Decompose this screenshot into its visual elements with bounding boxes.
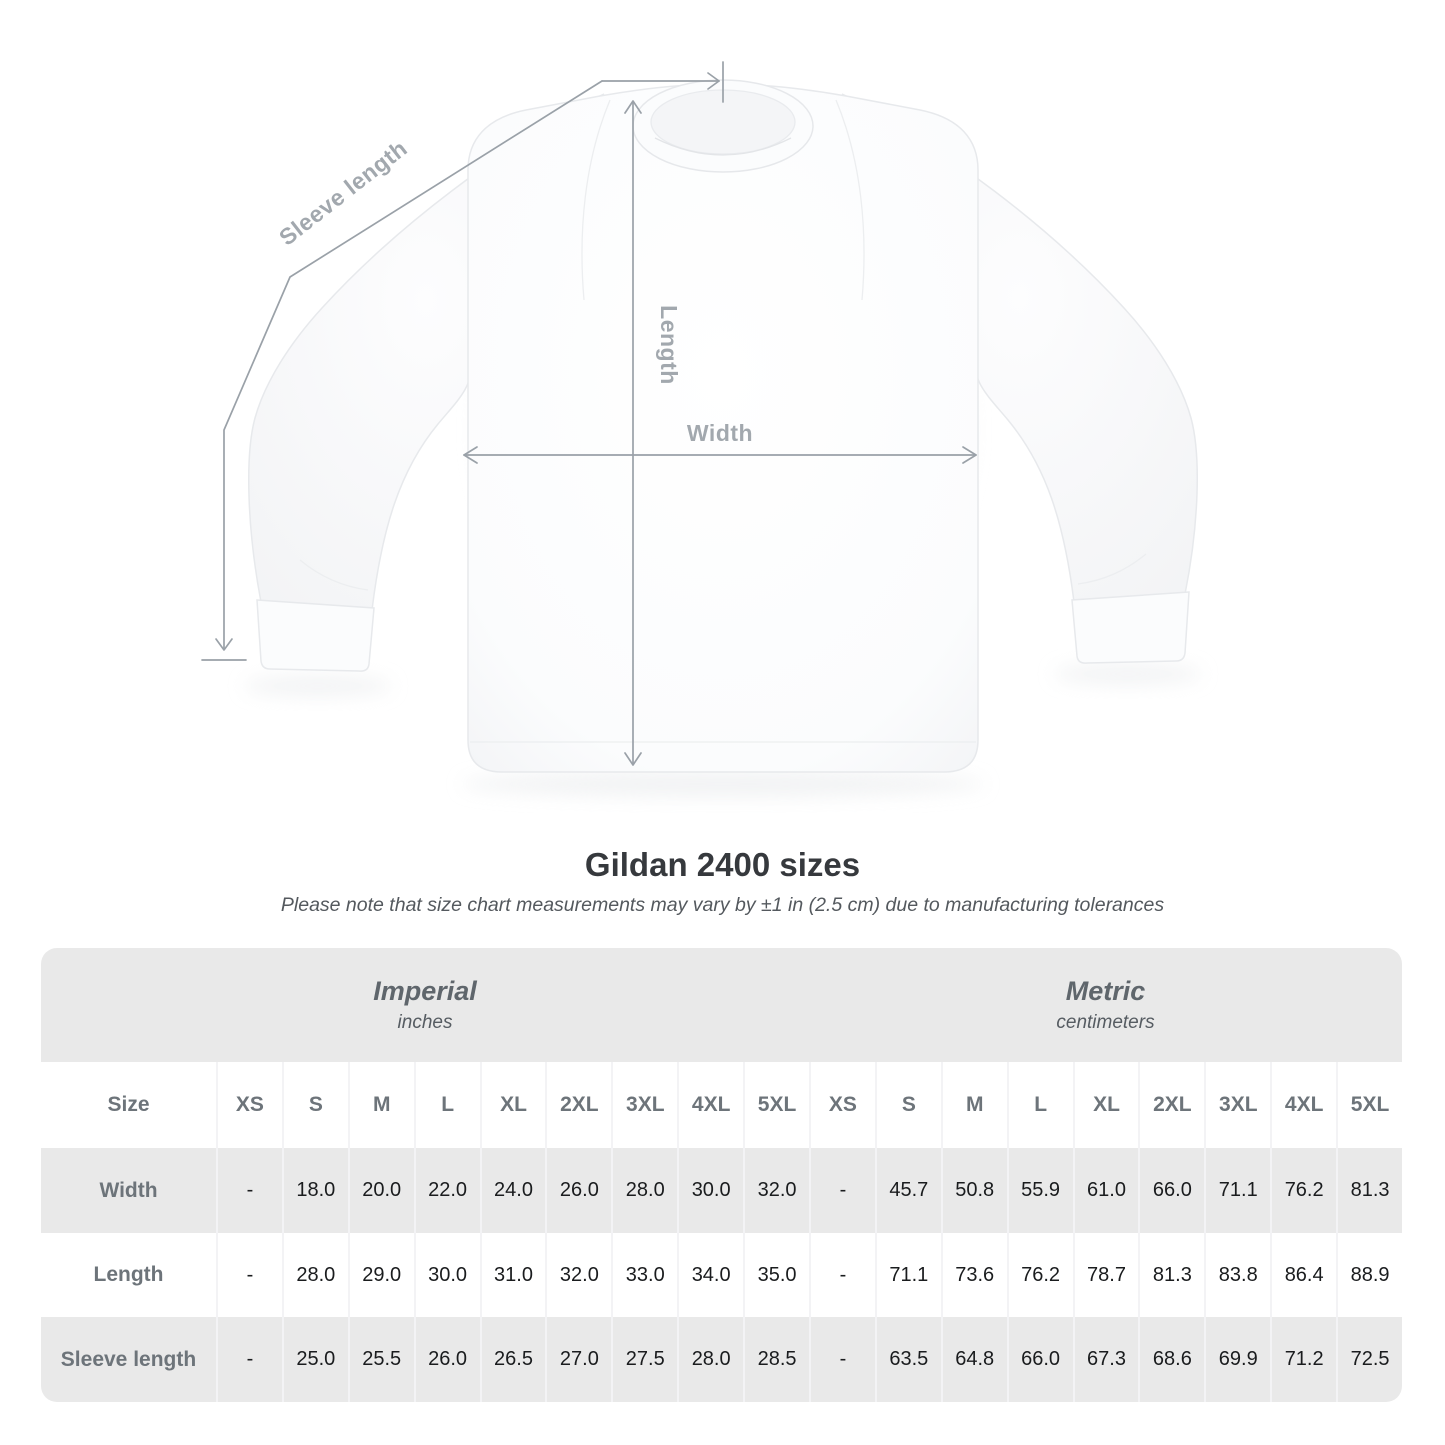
page-title: Gildan 2400 sizes <box>584 846 861 883</box>
size-header-cell: 4XL <box>1270 1062 1336 1148</box>
size-header-cell: M <box>940 1062 1007 1148</box>
value-cell: 26.5 <box>479 1317 546 1402</box>
row-label-length: Length <box>93 1263 164 1286</box>
value-cell: - <box>216 1317 282 1402</box>
value-cell: 71.1 <box>1204 1148 1271 1233</box>
value-cell: - <box>216 1233 282 1317</box>
size-header-cell: 3XL <box>1204 1062 1270 1148</box>
value-cell: 66.0 <box>1138 1148 1205 1233</box>
value-cell: 78.7 <box>1072 1233 1139 1317</box>
size-header-cell: 3XL <box>611 1062 677 1148</box>
metric-header: Metric <box>1065 976 1146 1006</box>
value-cell: 64.8 <box>940 1317 1007 1402</box>
size-header-cell: S <box>281 1062 348 1148</box>
size-header-cell: 4XL <box>677 1062 743 1148</box>
width-label: Width <box>687 420 753 446</box>
value-cell: 66.0 <box>1006 1317 1073 1402</box>
row-label-sleeve-length: Sleeve length <box>41 1317 216 1402</box>
value-cell: 26.0 <box>413 1317 480 1402</box>
size-header-cell: XL <box>1072 1062 1139 1148</box>
measurement-arrows <box>201 61 977 766</box>
value-cell: 18.0 <box>281 1148 348 1233</box>
value-cell: 20.0 <box>347 1148 414 1233</box>
sleeve-length-label: Sleeve length <box>274 135 412 251</box>
size-header-cell: 2XL <box>1138 1062 1204 1148</box>
value-cell: 34.0 <box>677 1233 743 1317</box>
value-cell: 31.0 <box>479 1233 546 1317</box>
value-cell: 45.7 <box>874 1148 941 1233</box>
unit-group-metric: Metric centimeters <box>808 948 1402 1062</box>
value-cell: 28.0 <box>677 1317 744 1402</box>
value-cell: 30.0 <box>677 1148 744 1233</box>
size-header-cell: 5XL <box>743 1062 809 1148</box>
value-cell: 68.6 <box>1138 1317 1205 1402</box>
size-header-cell: 2XL <box>545 1062 611 1148</box>
value-cell: 35.0 <box>743 1233 809 1317</box>
size-header-cell: XS <box>216 1062 282 1148</box>
value-cell: 28.5 <box>743 1317 809 1402</box>
unit-group-imperial: Imperial inches <box>41 948 809 1062</box>
value-cell: 22.0 <box>413 1148 480 1233</box>
value-cell: 33.0 <box>611 1233 677 1317</box>
tolerance-note: Please note that size chart measurements… <box>280 894 1165 916</box>
size-header-cell: XS <box>808 1062 875 1148</box>
value-cell: 67.3 <box>1072 1317 1139 1402</box>
value-cell: 71.1 <box>874 1233 941 1317</box>
value-cell: 28.0 <box>281 1233 348 1317</box>
size-header-cell: S <box>874 1062 941 1148</box>
value-cell: 32.0 <box>545 1233 611 1317</box>
value-cell: 28.0 <box>611 1148 678 1233</box>
value-cell: 27.5 <box>611 1317 678 1402</box>
value-cell: 81.3 <box>1336 1148 1402 1233</box>
value-cell: 25.5 <box>347 1317 414 1402</box>
shirt-measurement-diagram: Sleeve length Length Width <box>201 61 1202 797</box>
value-cell: 73.6 <box>940 1233 1007 1317</box>
size-table: Imperial inches Metric centimeters Size … <box>41 948 1402 1402</box>
value-cell: 32.0 <box>743 1148 809 1233</box>
size-column-header: Size <box>107 1093 150 1116</box>
size-header-cell: 5XL <box>1336 1062 1402 1148</box>
value-cell: 76.2 <box>1006 1233 1073 1317</box>
size-header-cell: L <box>413 1062 480 1148</box>
shirt-body <box>299 79 1147 773</box>
value-cell: 88.9 <box>1336 1233 1402 1317</box>
value-cell: 25.0 <box>281 1317 348 1402</box>
size-header-cell: M <box>347 1062 414 1148</box>
value-cell: 24.0 <box>479 1148 546 1233</box>
value-cell: - <box>808 1148 875 1233</box>
value-cell: 69.9 <box>1204 1317 1271 1402</box>
value-cell: 61.0 <box>1072 1148 1139 1233</box>
row-label-width: Width <box>41 1148 216 1233</box>
value-cell: 81.3 <box>1138 1233 1204 1317</box>
imperial-header: Imperial <box>373 976 477 1006</box>
imperial-units: inches <box>397 1012 453 1033</box>
shirt-sleeves <box>248 93 1198 672</box>
value-cell: 83.8 <box>1204 1233 1270 1317</box>
value-cell: - <box>808 1317 875 1402</box>
value-cell: 71.2 <box>1270 1317 1337 1402</box>
value-cell: 72.5 <box>1336 1317 1402 1402</box>
value-cell: 30.0 <box>413 1233 480 1317</box>
value-cell: 63.5 <box>874 1317 941 1402</box>
size-header-cell: XL <box>479 1062 546 1148</box>
value-cell: 50.8 <box>940 1148 1007 1233</box>
size-header-cell: L <box>1006 1062 1073 1148</box>
value-cell: - <box>216 1148 282 1233</box>
value-cell: 86.4 <box>1270 1233 1336 1317</box>
length-label: Length <box>656 305 682 385</box>
value-cell: 29.0 <box>347 1233 414 1317</box>
value-cell: 55.9 <box>1006 1148 1073 1233</box>
value-cell: 26.0 <box>545 1148 612 1233</box>
value-cell: 76.2 <box>1270 1148 1337 1233</box>
metric-units: centimeters <box>1056 1012 1155 1033</box>
value-cell: 27.0 <box>545 1317 612 1402</box>
value-cell: - <box>808 1233 875 1317</box>
